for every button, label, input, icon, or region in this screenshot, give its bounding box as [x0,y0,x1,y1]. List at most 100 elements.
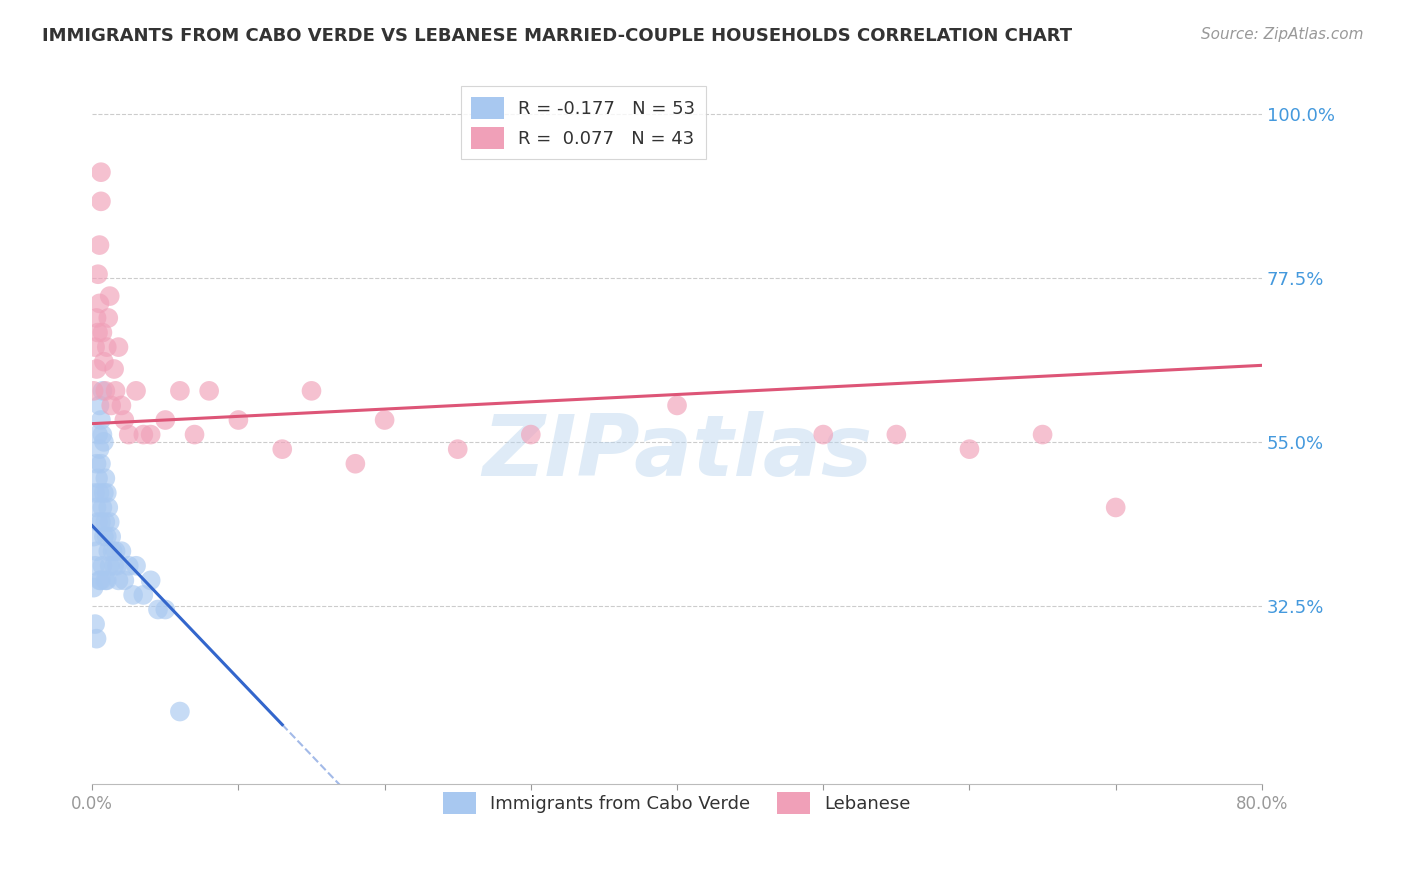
Point [94,384,117,398]
Point [90,165,112,179]
Point [86,457,108,471]
Point [84,486,107,500]
Point [89,399,111,413]
Point [271,442,294,457]
Point [84,617,107,632]
Point [98,515,121,529]
Text: ZIPatlas: ZIPatlas [482,410,872,493]
Point [139,427,162,442]
Point [87,515,110,529]
Point [96,530,118,544]
Point [520,427,543,442]
Point [86,632,108,646]
Point [132,427,155,442]
Point [83,384,105,398]
Point [374,413,396,427]
Point [1105,500,1128,515]
Point [103,362,125,376]
Point [228,413,250,427]
Point [97,544,120,558]
Point [83,581,105,595]
Point [87,427,110,442]
Text: Source: ZipAtlas.com: Source: ZipAtlas.com [1201,27,1364,42]
Point [90,515,112,529]
Point [110,544,132,558]
Point [83,530,105,544]
Point [97,500,120,515]
Point [89,442,111,457]
Point [91,326,114,340]
Point [84,340,107,354]
Point [118,558,141,573]
Point [112,413,135,427]
Point [91,558,114,573]
Point [98,558,121,573]
Point [93,486,115,500]
Point [87,471,110,485]
Point [89,486,111,500]
Point [93,530,115,544]
Point [96,340,118,354]
Point [107,574,129,588]
Point [1032,427,1054,442]
Point [132,588,155,602]
Point [107,340,129,354]
Text: IMMIGRANTS FROM CABO VERDE VS LEBANESE MARRIED-COUPLE HOUSEHOLDS CORRELATION CHA: IMMIGRANTS FROM CABO VERDE VS LEBANESE M… [42,27,1073,45]
Point [89,574,111,588]
Point [91,384,114,398]
Point [100,399,122,413]
Point [87,326,110,340]
Legend: Immigrants from Cabo Verde, Lebanese: Immigrants from Cabo Verde, Lebanese [433,781,921,825]
Point [86,310,108,325]
Point [101,544,124,558]
Point [959,442,981,457]
Point [90,413,112,427]
Point [100,530,122,544]
Point [169,705,191,719]
Point [89,238,111,252]
Point [93,354,115,368]
Point [125,558,148,573]
Point [139,574,162,588]
Point [183,427,205,442]
Point [118,427,141,442]
Point [110,399,132,413]
Point [146,602,169,616]
Point [344,457,367,471]
Point [90,574,112,588]
Point [91,500,114,515]
Point [666,399,689,413]
Point [94,471,117,485]
Point [97,310,120,325]
Point [125,384,148,398]
Point [87,267,110,281]
Point [96,486,118,500]
Point [886,427,908,442]
Point [86,544,108,558]
Point [90,457,112,471]
Point [98,289,121,303]
Point [447,442,470,457]
Point [169,384,191,398]
Point [90,194,112,209]
Point [89,296,111,310]
Point [86,362,108,376]
Point [198,384,221,398]
Point [155,413,177,427]
Point [301,384,323,398]
Point [103,558,125,573]
Point [112,574,135,588]
Point [86,500,108,515]
Point [104,544,127,558]
Point [105,558,128,573]
Point [94,515,117,529]
Point [93,434,115,449]
Point [96,574,118,588]
Point [91,427,114,442]
Point [84,558,107,573]
Point [122,588,145,602]
Point [94,574,117,588]
Point [104,384,127,398]
Point [155,602,177,616]
Point [813,427,835,442]
